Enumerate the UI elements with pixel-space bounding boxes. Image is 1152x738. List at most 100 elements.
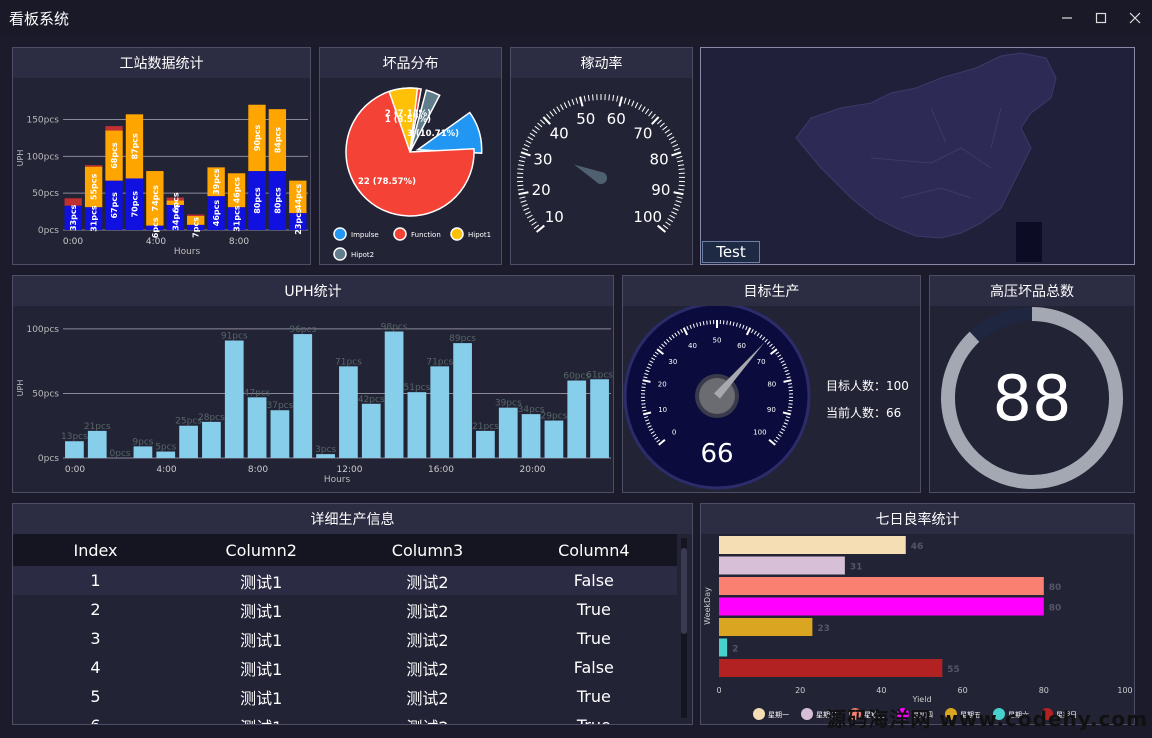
minor-tick (674, 203, 681, 207)
column-header[interactable]: Column3 (391, 540, 464, 560)
major-tick (657, 224, 666, 233)
uph-bar (339, 366, 358, 458)
major-tick (769, 348, 778, 355)
station-bar-chart: 0pcs 50pcs 100pcs 150pcs UPH Hours 33pcs 31pcs 5… (16, 104, 308, 257)
x-tick-label: 12:00 (337, 465, 363, 475)
minor-tick (666, 132, 673, 137)
uph-data-label: 71pcs (335, 357, 362, 367)
major-tick (782, 411, 791, 416)
table-row[interactable]: 1 测试1 测试2 False (13, 566, 677, 595)
minor-tick (623, 97, 627, 104)
table-header-row: Index Column2 Column3 Column4 (13, 534, 677, 566)
bar-segment-red (166, 197, 184, 201)
table-row[interactable]: 6测试1测试2True (13, 711, 677, 724)
table-cell: 5 (90, 687, 101, 706)
minor-tick (664, 129, 671, 134)
y-tick-label: 100pcs (26, 152, 59, 162)
pie-slice-hipot1 (388, 87, 419, 153)
minor-tick (756, 332, 760, 337)
minor-tick (726, 320, 728, 325)
minor-tick (592, 94, 594, 101)
column-header[interactable]: Column2 (225, 540, 297, 560)
uph-data-label: 61pcs (586, 370, 613, 380)
scrollbar-thumb[interactable] (681, 548, 687, 634)
bar-segment-blue (84, 207, 103, 230)
uph-data-label: 60pcs (563, 372, 590, 382)
minor-tick (649, 360, 654, 364)
minimize-icon[interactable] (1050, 0, 1084, 36)
gauge-tick-label: 20 (658, 381, 667, 389)
china-map (795, 52, 1057, 262)
close-icon[interactable] (1118, 0, 1152, 36)
data-label: 39pcs (212, 168, 221, 195)
minor-tick (782, 363, 787, 367)
uph-data-label: 5pcs (155, 443, 176, 453)
table-row[interactable]: 3 测试1 测试2 True (13, 624, 677, 653)
minor-tick (641, 383, 647, 385)
minor-tick (672, 143, 679, 148)
panel-title: 高压坏品总数 (930, 276, 1134, 306)
defect-distribution-panel: 坏品分布 3 (10.71%) 22 (78.57%) 2 (7.14%) 1 (3.… (319, 47, 502, 265)
minor-tick (537, 122, 543, 128)
minor-tick (525, 211, 531, 215)
minor-tick (656, 119, 662, 125)
table-cell: 测试1 (240, 659, 283, 679)
minor-tick (518, 160, 525, 163)
minor-tick (780, 428, 785, 431)
x-tick-label: 0:00 (63, 237, 83, 247)
minor-tick (652, 354, 657, 358)
minor-tick (644, 373, 649, 376)
minor-tick (645, 369, 650, 373)
minor-tick (631, 100, 635, 107)
bar-segment-red (84, 165, 103, 167)
minor-tick (671, 334, 675, 339)
gauge-tick-label: 80 (767, 381, 776, 389)
legend-marker (1041, 708, 1053, 720)
legend-marker (333, 247, 347, 261)
column-header[interactable]: Index (73, 540, 118, 560)
minor-tick (654, 436, 659, 440)
uph-data-label: 13pcs (61, 432, 88, 442)
minor-tick (658, 346, 663, 350)
gauge-tick-label: 90 (651, 181, 670, 199)
minor-tick (663, 341, 668, 345)
minor-tick (642, 409, 647, 412)
yield-bar (719, 556, 845, 575)
hv-ring-gauge: 88 (941, 307, 1123, 489)
legend-label: 星期一 (768, 711, 789, 719)
minor-tick (678, 184, 685, 187)
minor-tick (673, 147, 680, 151)
minor-tick (787, 409, 792, 412)
y-tick-label: 0pcs (38, 226, 59, 236)
legend-marker (849, 708, 861, 720)
legend-label: Impulse (351, 231, 379, 239)
minor-tick (678, 168, 685, 171)
minor-tick (732, 321, 735, 326)
major-tick (651, 116, 660, 125)
maximize-icon[interactable] (1084, 0, 1118, 36)
minor-tick (675, 200, 682, 203)
minor-tick (666, 338, 670, 343)
uph-data-label: 89pcs (449, 334, 476, 344)
table-row[interactable]: 5 测试1 测试2 True (13, 682, 677, 711)
gauge-value: 66 (700, 439, 733, 469)
major-tick (618, 96, 623, 107)
column-header[interactable]: Column4 (558, 540, 630, 560)
legend-marker (333, 227, 347, 241)
legend-marker (753, 708, 765, 720)
table-scrollbar[interactable] (681, 538, 687, 718)
minor-tick (522, 147, 529, 151)
table-cell: 3 (90, 629, 101, 648)
table-row[interactable]: 2 测试1 测试2 True (13, 595, 677, 624)
test-button[interactable]: Test (702, 241, 760, 263)
table-cell: False (573, 571, 614, 590)
yield-data-label: 31 (850, 563, 863, 573)
yield-bar (719, 536, 906, 554)
major-tick (671, 151, 682, 157)
table-cell: False (573, 658, 614, 677)
panel-title: 工站数据统计 (13, 48, 310, 78)
table-row[interactable]: 4 测试1 测试2 False (13, 653, 677, 682)
uph-bar (407, 392, 427, 458)
uph-bar (133, 446, 153, 458)
minor-tick (634, 102, 639, 109)
